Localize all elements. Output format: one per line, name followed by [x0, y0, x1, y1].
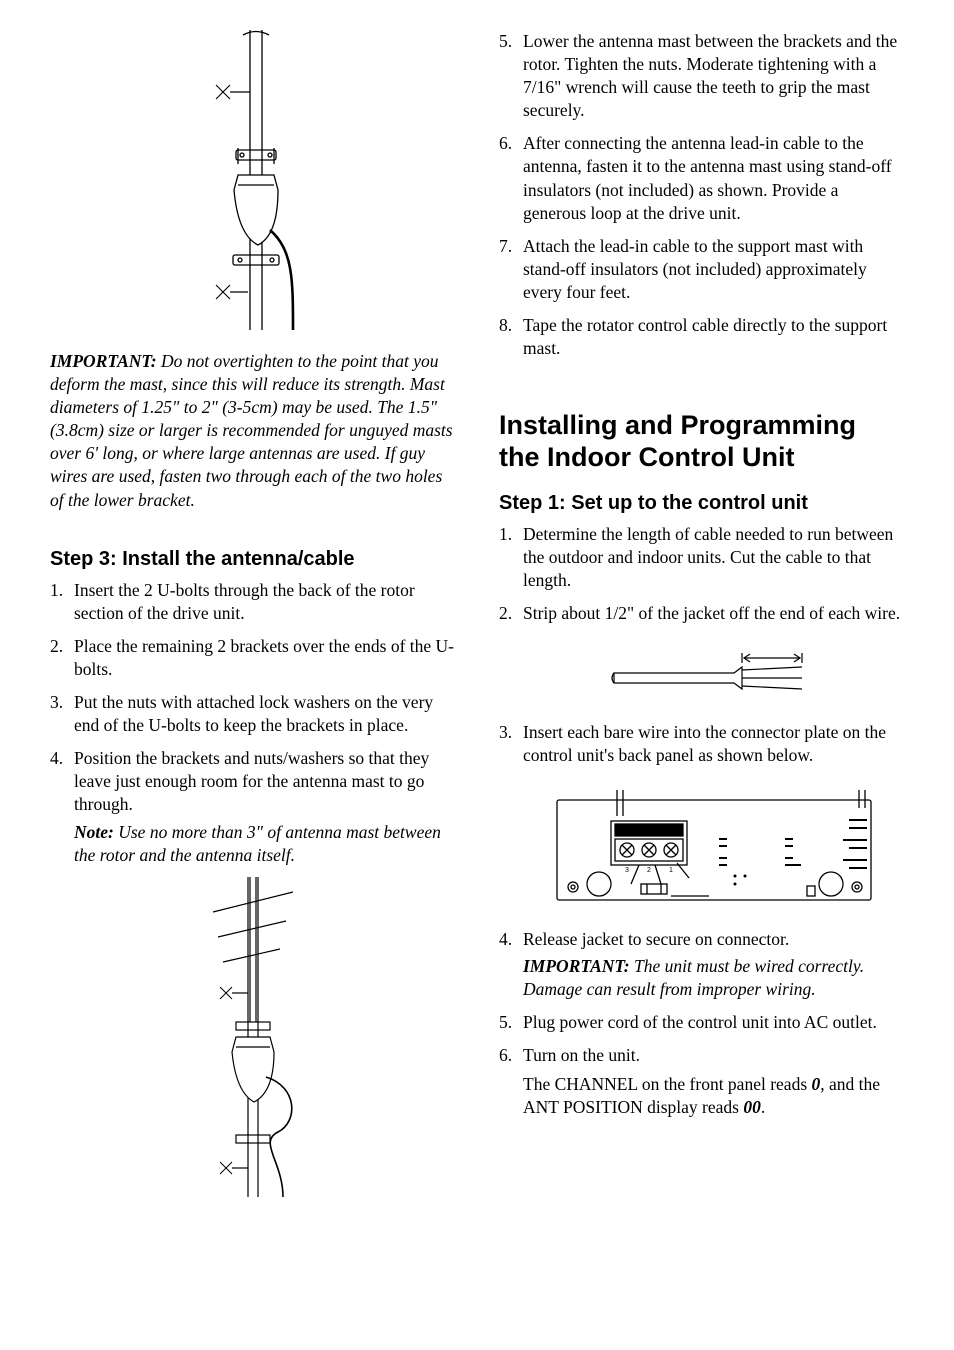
list-item: Attach the lead-in cable to the support …	[499, 235, 904, 304]
channel-readout-text: The CHANNEL on the front panel reads 0, …	[523, 1073, 904, 1119]
left-column: IMPORTANT: Do not overtighten to the poi…	[50, 30, 459, 1197]
figure-back-panel: 3 2 1	[523, 784, 904, 914]
svg-text:1: 1	[669, 867, 673, 874]
step3-list: Insert the 2 U-bolts through the back of…	[50, 579, 455, 867]
important-text: Do not overtighten to the point that you…	[50, 351, 453, 510]
note-block: Note: Use no more than 3" of antenna mas…	[74, 821, 455, 867]
mast-rotor-illustration-icon	[118, 30, 388, 340]
section-heading: Installing and Programming the Indoor Co…	[499, 410, 904, 474]
list-item: Insert the 2 U-bolts through the back of…	[50, 579, 455, 625]
step1-list: Determine the length of cable needed to …	[499, 523, 904, 1119]
inline-important: IMPORTANT: The unit must be wired correc…	[523, 955, 904, 1001]
antenna-assembly-illustration-icon	[158, 877, 348, 1197]
page-container: IMPORTANT: Do not overtighten to the poi…	[50, 30, 904, 1197]
figure-mast-rotor	[50, 30, 455, 340]
list-item: Determine the length of cable needed to …	[499, 523, 904, 592]
list-item: Position the brackets and nuts/washers s…	[50, 747, 455, 866]
figure-stripped-wire	[523, 647, 904, 703]
svg-text:3: 3	[625, 867, 629, 874]
list-item: Tape the rotator control cable directly …	[499, 314, 904, 360]
important-label: IMPORTANT:	[523, 956, 630, 976]
svg-text:2: 2	[647, 867, 651, 874]
step3-continued-list: Lower the antenna mast between the brack…	[499, 30, 904, 360]
note-text: Use no more than 3" of antenna mast betw…	[74, 822, 441, 865]
list-item: Turn on the unit. The CHANNEL on the fro…	[499, 1044, 904, 1119]
important-note: IMPORTANT: Do not overtighten to the poi…	[50, 350, 455, 512]
right-column: Lower the antenna mast between the brack…	[495, 30, 904, 1197]
figure-antenna-assembly	[50, 877, 455, 1197]
list-item: Insert each bare wire into the connector…	[499, 721, 904, 913]
stripped-wire-illustration-icon	[604, 647, 824, 703]
list-item: Plug power cord of the control unit into…	[499, 1011, 904, 1034]
list-item: Put the nuts with attached lock washers …	[50, 691, 455, 737]
note-label: Note:	[74, 822, 114, 842]
list-item: Lower the antenna mast between the brack…	[499, 30, 904, 122]
step3-heading: Step 3: Install the antenna/cable	[50, 548, 455, 571]
important-label: IMPORTANT:	[50, 351, 157, 371]
list-item: Release jacket to secure on connector. I…	[499, 928, 904, 1001]
step1-heading: Step 1: Set up to the control unit	[499, 492, 904, 515]
back-panel-illustration-icon: 3 2 1	[549, 784, 879, 914]
list-item: Strip about 1/2" of the jacket off the e…	[499, 602, 904, 703]
list-item: Place the remaining 2 brackets over the …	[50, 635, 455, 681]
list-item: After connecting the antenna lead-in cab…	[499, 132, 904, 224]
